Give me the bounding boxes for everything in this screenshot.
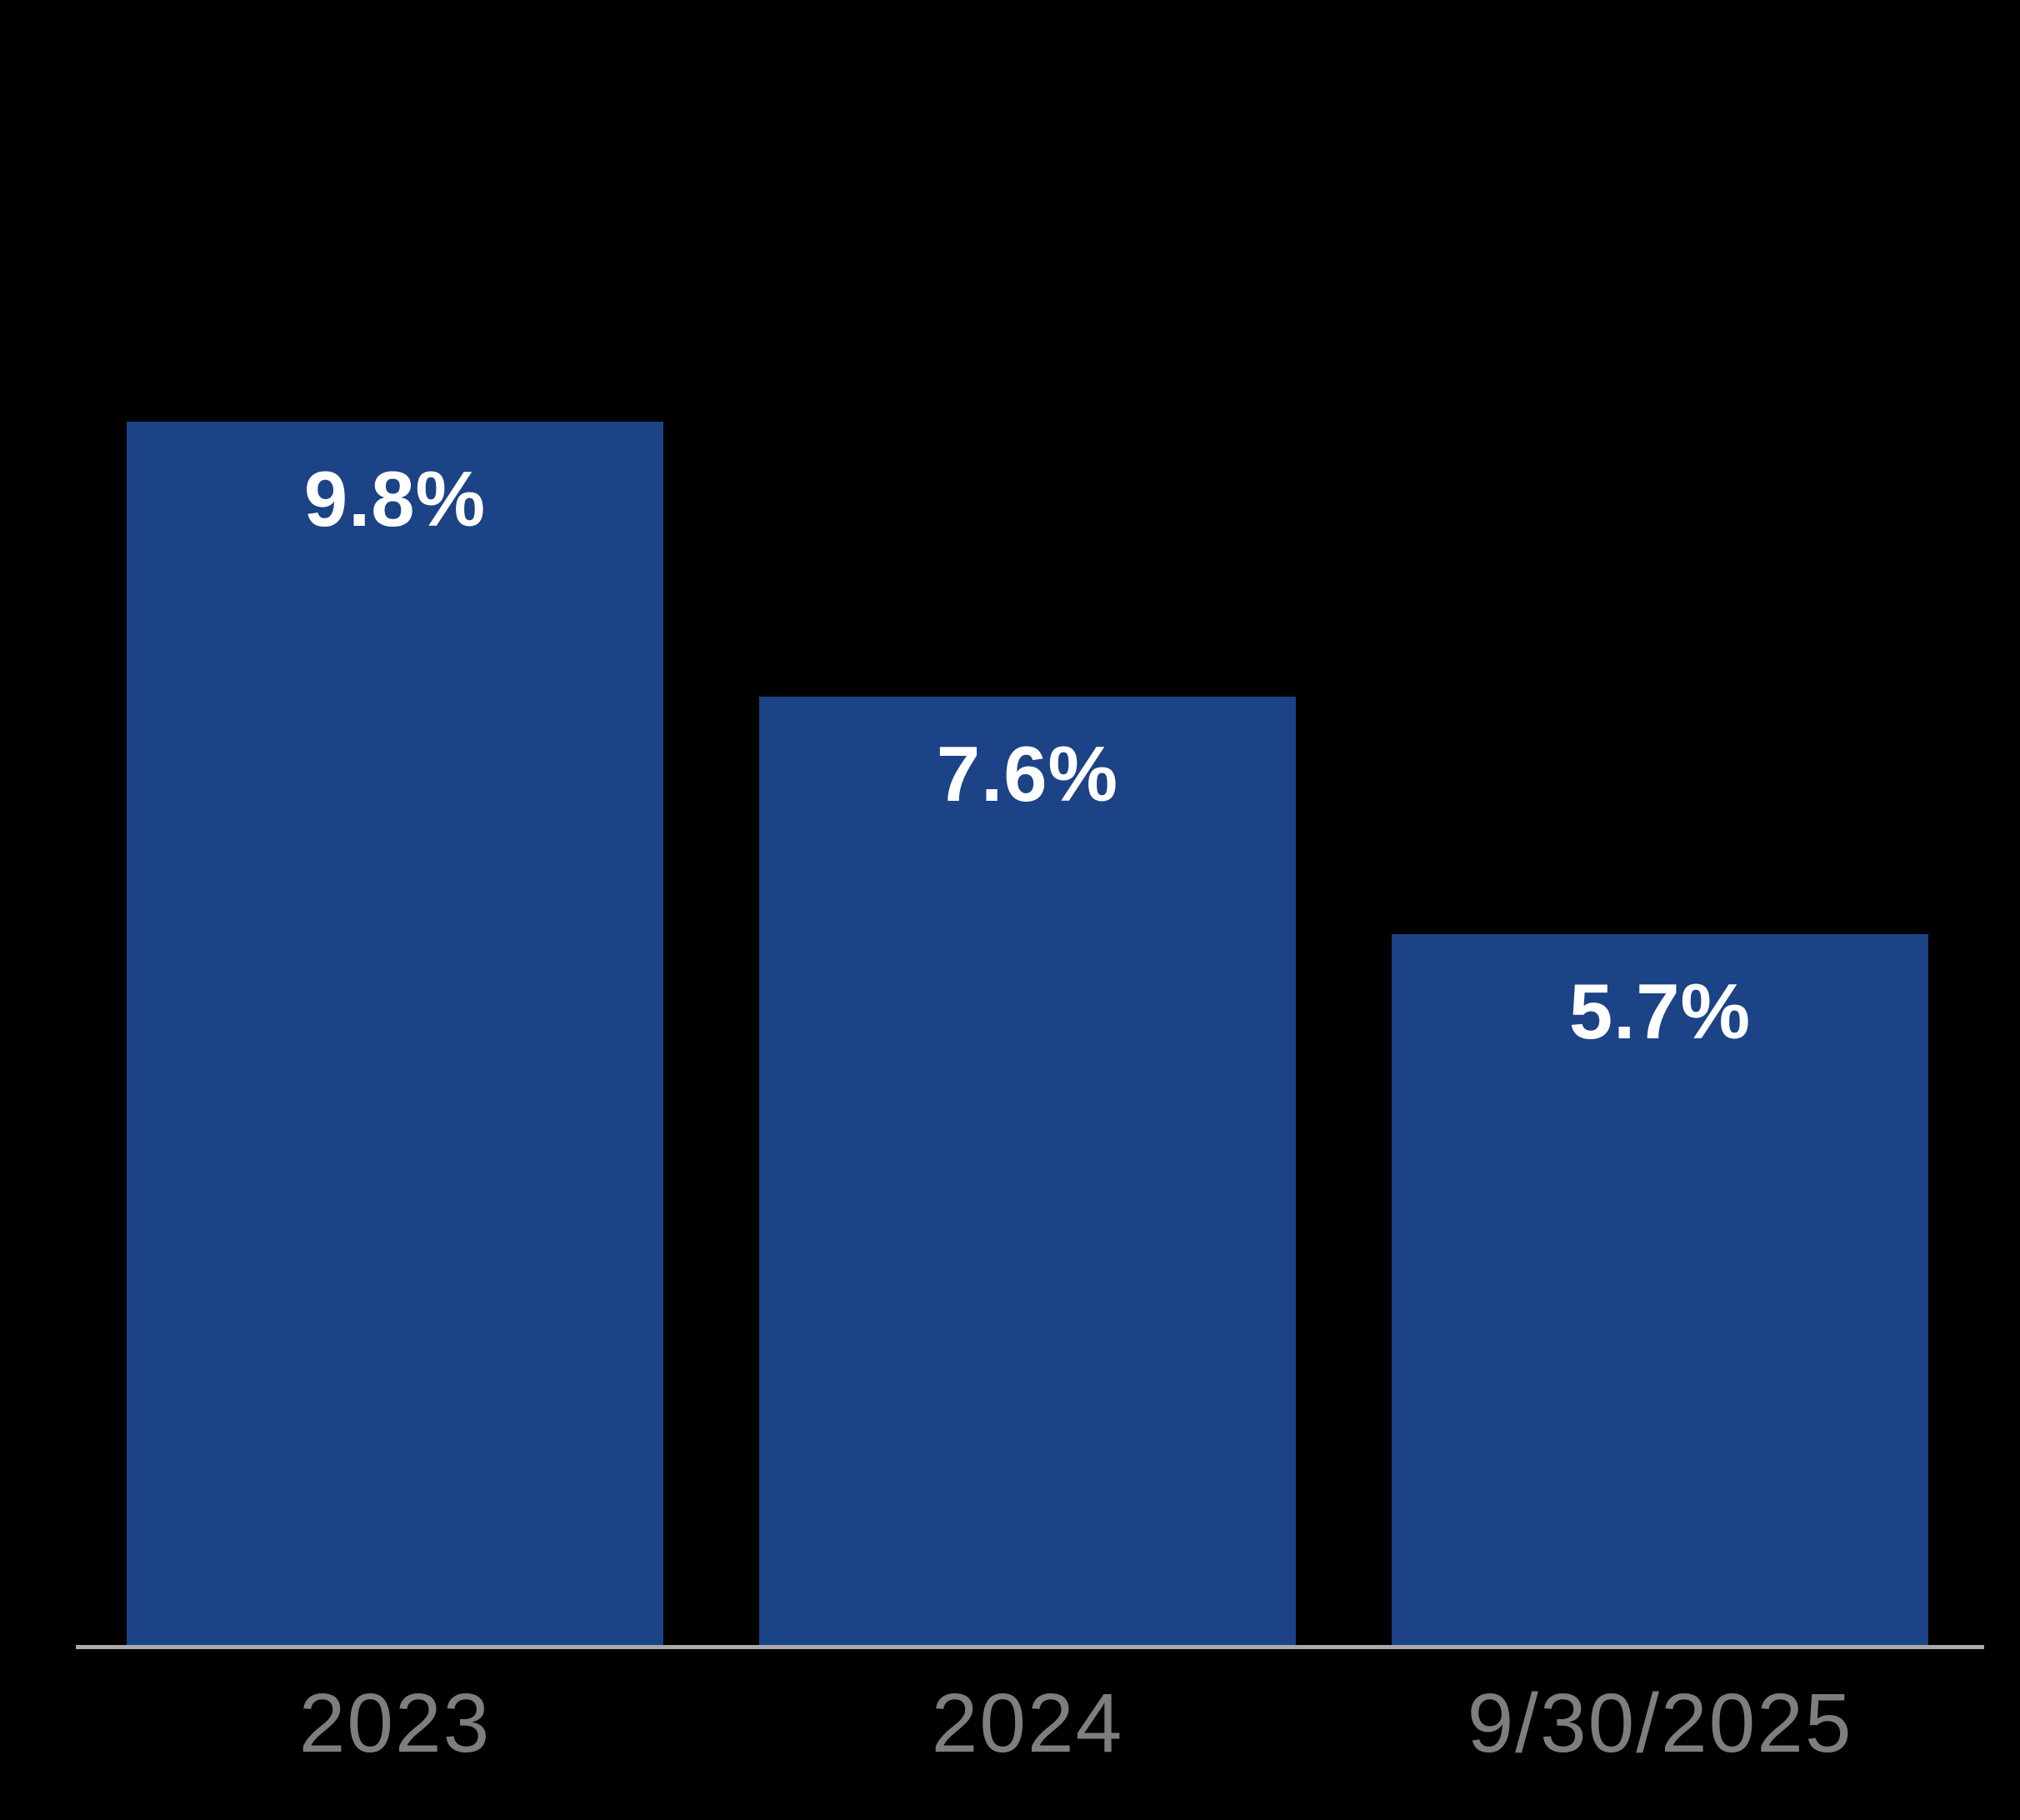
x-axis-tick-label: 2024: [931, 1677, 1124, 1770]
bar-value-label: 7.6%: [936, 730, 1119, 818]
plot-area: 9.8% 7.6% 5.7%: [0, 422, 2020, 1647]
bar-value-label: 5.7%: [1568, 968, 1752, 1055]
x-axis-tick-label: 9/30/2025: [1467, 1677, 1853, 1770]
x-axis-tick-labels: 2023 2024 9/30/2025: [0, 1682, 2020, 1765]
x-axis-line: [76, 1645, 1984, 1649]
bar-2024: 7.6%: [759, 697, 1296, 1647]
x-axis-tick-label: 2023: [298, 1677, 492, 1770]
bar-2023: 9.8%: [127, 422, 663, 1647]
bar-9/30/2025: 5.7%: [1392, 934, 1928, 1647]
bar-value-label: 9.8%: [303, 455, 487, 542]
